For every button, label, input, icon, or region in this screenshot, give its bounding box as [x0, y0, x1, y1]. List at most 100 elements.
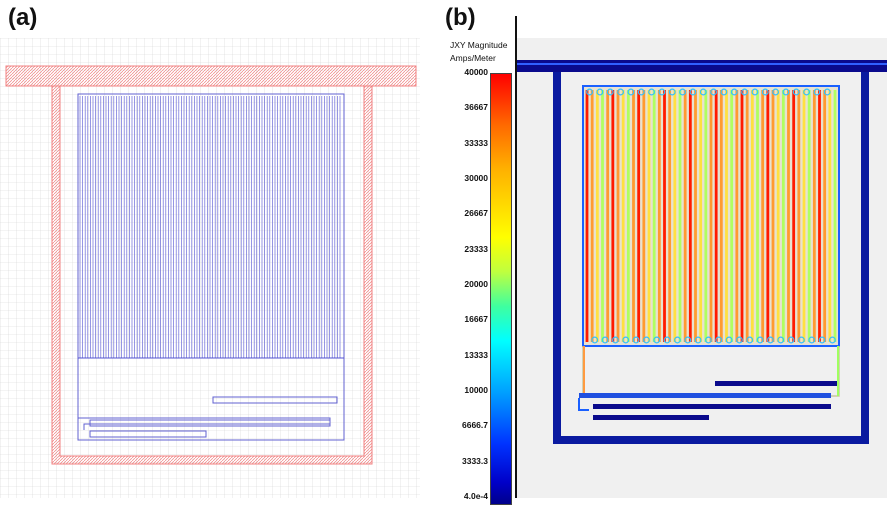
field-meander-line [704, 90, 708, 342]
field-turn-bottom [673, 336, 681, 344]
field-turn-top [637, 88, 645, 96]
field-meander-line [818, 90, 821, 342]
field-meander-line [812, 90, 816, 342]
field-turn-top [699, 88, 707, 96]
field-turn-top [689, 88, 697, 96]
field-turn-bottom [663, 336, 671, 344]
field-meander-line [611, 90, 615, 342]
field-meander-line [673, 90, 677, 342]
field-meander-line [585, 90, 589, 342]
panel-label-a: (a) [8, 4, 38, 31]
field-turn-bottom [746, 336, 754, 344]
field-meander-line [694, 90, 697, 342]
field-meander-line [828, 90, 832, 342]
field-strip-4 [593, 415, 709, 420]
field-meander-line [647, 90, 651, 342]
field-turn-bottom [601, 336, 609, 344]
field-turn-top [782, 88, 790, 96]
field-meander-line [616, 90, 620, 342]
field-meander-line [771, 90, 775, 342]
field-meander-line [652, 90, 656, 342]
colorbar-tick-label: 30000 [464, 173, 488, 183]
colorbar-tick-label: 6666.7 [462, 420, 488, 431]
field-turn-bottom [653, 336, 661, 344]
field-meander-line [642, 90, 646, 342]
outer-frame [51, 85, 373, 465]
colorbar-tick-label: 40000 [464, 67, 488, 77]
field-turn-top [792, 88, 800, 96]
field-meander-line [626, 90, 630, 342]
field-meander-line [663, 90, 666, 342]
field-turn-top [586, 88, 594, 96]
field-meander-line [678, 90, 682, 342]
field-meander-line [766, 90, 770, 342]
field-turn-top [710, 88, 718, 96]
field-turn-top [627, 88, 635, 96]
colorbar-unit: Amps/Meter [450, 53, 496, 63]
field-turn-top [772, 88, 780, 96]
field-strip-1 [715, 381, 837, 386]
colorbar-tick-label: 23333 [464, 243, 488, 254]
field-turn-top [803, 88, 811, 96]
field-strip-3 [593, 404, 831, 409]
field-meander-line [745, 90, 749, 342]
layout-panel-a [0, 38, 420, 498]
field-meander-line [740, 90, 744, 342]
field-turn-top [679, 88, 687, 96]
colorbar-tick-label: 20000 [464, 279, 488, 289]
field-turn-bottom [797, 336, 805, 344]
field-meander-line [725, 90, 728, 342]
field-meander-line [792, 90, 796, 342]
colorbar-tick-label: 13333 [464, 349, 488, 360]
field-meander-line [756, 90, 759, 342]
field-turn-top [823, 88, 831, 96]
field-meander-line [595, 90, 599, 342]
field-turn-bottom [642, 336, 650, 344]
field-feed-bar [517, 60, 887, 72]
field-meander-line [797, 90, 801, 342]
field-turn-bottom [818, 336, 826, 344]
field-turn-top [730, 88, 738, 96]
field-turn-bottom [715, 336, 723, 344]
field-turn-top [813, 88, 821, 96]
field-meander [585, 88, 837, 344]
colorbar-gradient [490, 73, 512, 505]
field-meander-line [735, 90, 739, 342]
field-turn-bottom [808, 336, 816, 344]
field-meander-line [683, 90, 687, 342]
colorbar-tick-label: 16667 [464, 314, 488, 325]
meander-coil [78, 96, 344, 359]
field-meander-line [714, 90, 718, 342]
colorbar-tick-label: 4.0e-4 [463, 491, 488, 501]
field-turn-bottom [622, 336, 630, 344]
field-turn-bottom [756, 336, 764, 344]
field-turn-top [668, 88, 676, 96]
field-turn-top [761, 88, 769, 96]
field-turn-bottom [735, 336, 743, 344]
field-meander-line [699, 90, 703, 342]
field-turn-bottom [632, 336, 640, 344]
field-strip-2 [579, 393, 831, 398]
field-meander-line [668, 90, 672, 342]
field-meander-line [730, 90, 734, 342]
field-meander-line [632, 90, 635, 342]
field-meander-line [688, 90, 692, 342]
field-turn-bottom [694, 336, 702, 344]
field-meander-line [807, 90, 811, 342]
field-meander-line [823, 90, 827, 342]
field-turn-top [741, 88, 749, 96]
field-meander-line [781, 90, 785, 342]
colorbar-tick-label: 33333 [464, 137, 488, 148]
field-turn-top [617, 88, 625, 96]
field-meander-line [601, 90, 604, 342]
strip-1 [212, 396, 338, 404]
field-meander-line [657, 90, 661, 342]
colorbar-title: JXY Magnitude [450, 40, 508, 50]
coil-outline [77, 93, 345, 441]
strip-4 [89, 430, 207, 438]
field-turn-top [720, 88, 728, 96]
field-turn-bottom [611, 336, 619, 344]
colorbar-tick-label: 3333.3 [462, 455, 488, 466]
panel-label-b: (b) [445, 4, 476, 31]
feed-bar [5, 65, 417, 87]
